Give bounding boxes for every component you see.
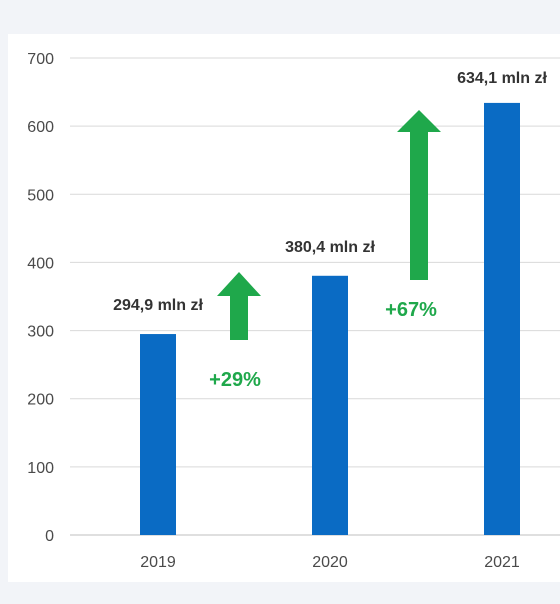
y-tick-label: 400 <box>27 255 54 272</box>
bar-2020 <box>312 275 348 535</box>
y-tick-label: 0 <box>45 528 54 545</box>
y-tick-label: 700 <box>27 51 54 68</box>
x-tick-label: 2019 <box>140 554 176 571</box>
growth-arrow-up-icon <box>397 110 441 280</box>
y-tick-label: 300 <box>27 324 54 341</box>
bar-2021 <box>484 102 520 536</box>
data-label: 294,9 mln zł <box>113 297 203 314</box>
y-tick-label: 200 <box>27 392 54 409</box>
data-label: 634,1 mln zł <box>457 70 547 87</box>
bar-chart: 0 100 200 300 400 500 600 700 2019 2020 2021 294,… <box>27 51 560 571</box>
growth-annotations: +29% +67% <box>209 110 441 391</box>
data-labels: 294,9 mln zł 380,4 mln zł 634,1 mln zł <box>113 70 547 314</box>
y-tick-label: 500 <box>27 187 54 204</box>
growth-label: +67% <box>385 299 437 321</box>
y-tick-label: 100 <box>27 460 54 477</box>
growth-label: +29% <box>209 369 261 391</box>
chart-panel: 0 100 200 300 400 500 600 700 2019 2020 2021 294,… <box>8 34 560 582</box>
data-label: 380,4 mln zł <box>285 239 375 256</box>
y-tick-label: 600 <box>27 119 54 136</box>
bar-2019 <box>140 334 176 535</box>
x-tick-label: 2021 <box>484 554 520 571</box>
x-axis-ticks: 2019 2020 2021 <box>140 554 520 571</box>
bars <box>140 102 520 536</box>
growth-arrow-up-icon <box>217 272 261 340</box>
y-axis-ticks: 0 100 200 300 400 500 600 700 <box>27 51 54 545</box>
x-tick-label: 2020 <box>312 554 348 571</box>
